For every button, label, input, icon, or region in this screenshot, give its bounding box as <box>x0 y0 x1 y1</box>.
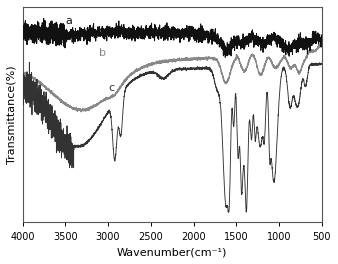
Y-axis label: Transmittance(%): Transmittance(%) <box>7 65 17 164</box>
X-axis label: Wavenumber(cm⁻¹): Wavenumber(cm⁻¹) <box>117 247 227 257</box>
Text: a: a <box>65 16 72 26</box>
Text: c: c <box>108 83 114 93</box>
Text: b: b <box>99 48 106 58</box>
